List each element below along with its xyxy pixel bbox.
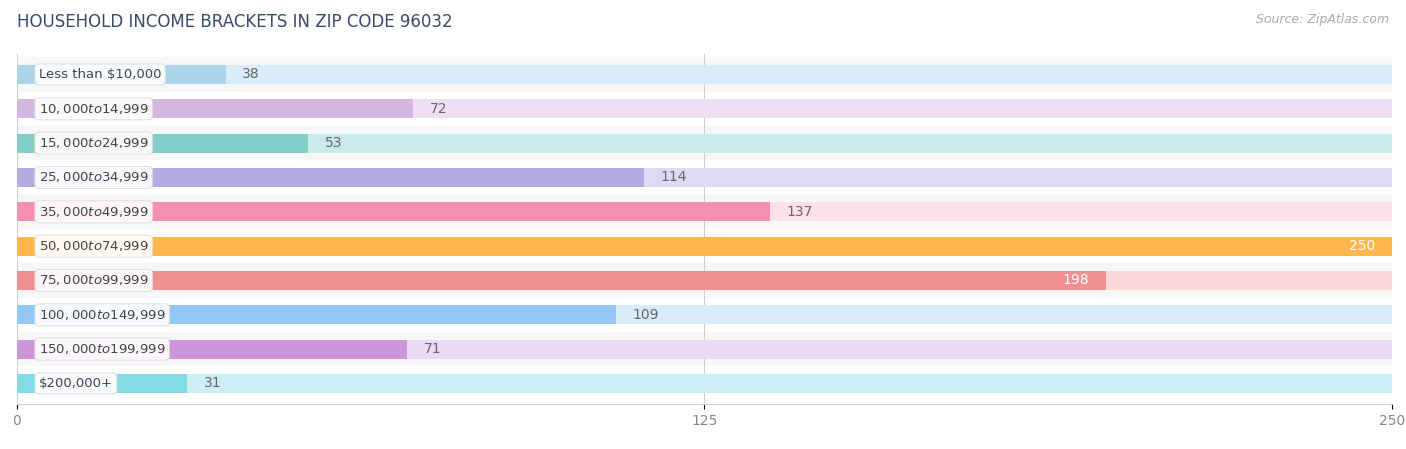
Bar (17, 340, 1392, 359)
Bar (17, 65, 226, 84)
Bar (17, 374, 187, 393)
Text: Source: ZipAtlas.com: Source: ZipAtlas.com (1256, 13, 1389, 26)
Text: $50,000 to $74,999: $50,000 to $74,999 (39, 239, 149, 253)
Bar (17, 126, 1392, 160)
Text: 114: 114 (661, 171, 688, 185)
Text: $25,000 to $34,999: $25,000 to $34,999 (39, 171, 149, 185)
Text: 137: 137 (787, 205, 813, 219)
Text: $75,000 to $99,999: $75,000 to $99,999 (39, 273, 149, 287)
Text: 71: 71 (423, 342, 441, 356)
Bar (17, 202, 770, 221)
Bar (17, 237, 1392, 255)
Bar (17, 263, 1392, 298)
Bar (17, 57, 1392, 92)
Bar (17, 134, 308, 153)
Text: 109: 109 (633, 308, 659, 322)
Bar (17, 99, 413, 118)
Bar (17, 271, 1107, 290)
Text: Less than $10,000: Less than $10,000 (39, 68, 162, 81)
Bar (17, 332, 1392, 366)
Bar (17, 366, 1392, 401)
Bar (17, 340, 408, 359)
Bar (17, 271, 1392, 290)
Bar (17, 237, 1392, 255)
Text: $35,000 to $49,999: $35,000 to $49,999 (39, 205, 149, 219)
Bar (17, 374, 1392, 393)
Bar (17, 195, 1392, 229)
Bar (17, 65, 1392, 84)
Bar (17, 298, 1392, 332)
Bar (17, 160, 1392, 195)
Bar (17, 92, 1392, 126)
Bar (17, 168, 1392, 187)
Bar (17, 229, 1392, 263)
Text: 250: 250 (1350, 239, 1375, 253)
Text: $200,000+: $200,000+ (39, 377, 112, 390)
Bar (17, 99, 1392, 118)
Text: 198: 198 (1063, 273, 1090, 287)
Bar (17, 168, 644, 187)
Text: 31: 31 (204, 377, 222, 391)
Text: HOUSEHOLD INCOME BRACKETS IN ZIP CODE 96032: HOUSEHOLD INCOME BRACKETS IN ZIP CODE 96… (17, 13, 453, 31)
Text: $10,000 to $14,999: $10,000 to $14,999 (39, 102, 149, 116)
Text: $150,000 to $199,999: $150,000 to $199,999 (39, 342, 166, 356)
Text: $100,000 to $149,999: $100,000 to $149,999 (39, 308, 166, 322)
Bar (17, 305, 1392, 324)
Text: 53: 53 (325, 136, 343, 150)
Bar (17, 202, 1392, 221)
Text: 38: 38 (242, 67, 260, 81)
Text: $15,000 to $24,999: $15,000 to $24,999 (39, 136, 149, 150)
Text: 72: 72 (429, 102, 447, 116)
Bar (17, 305, 616, 324)
Bar (17, 134, 1392, 153)
